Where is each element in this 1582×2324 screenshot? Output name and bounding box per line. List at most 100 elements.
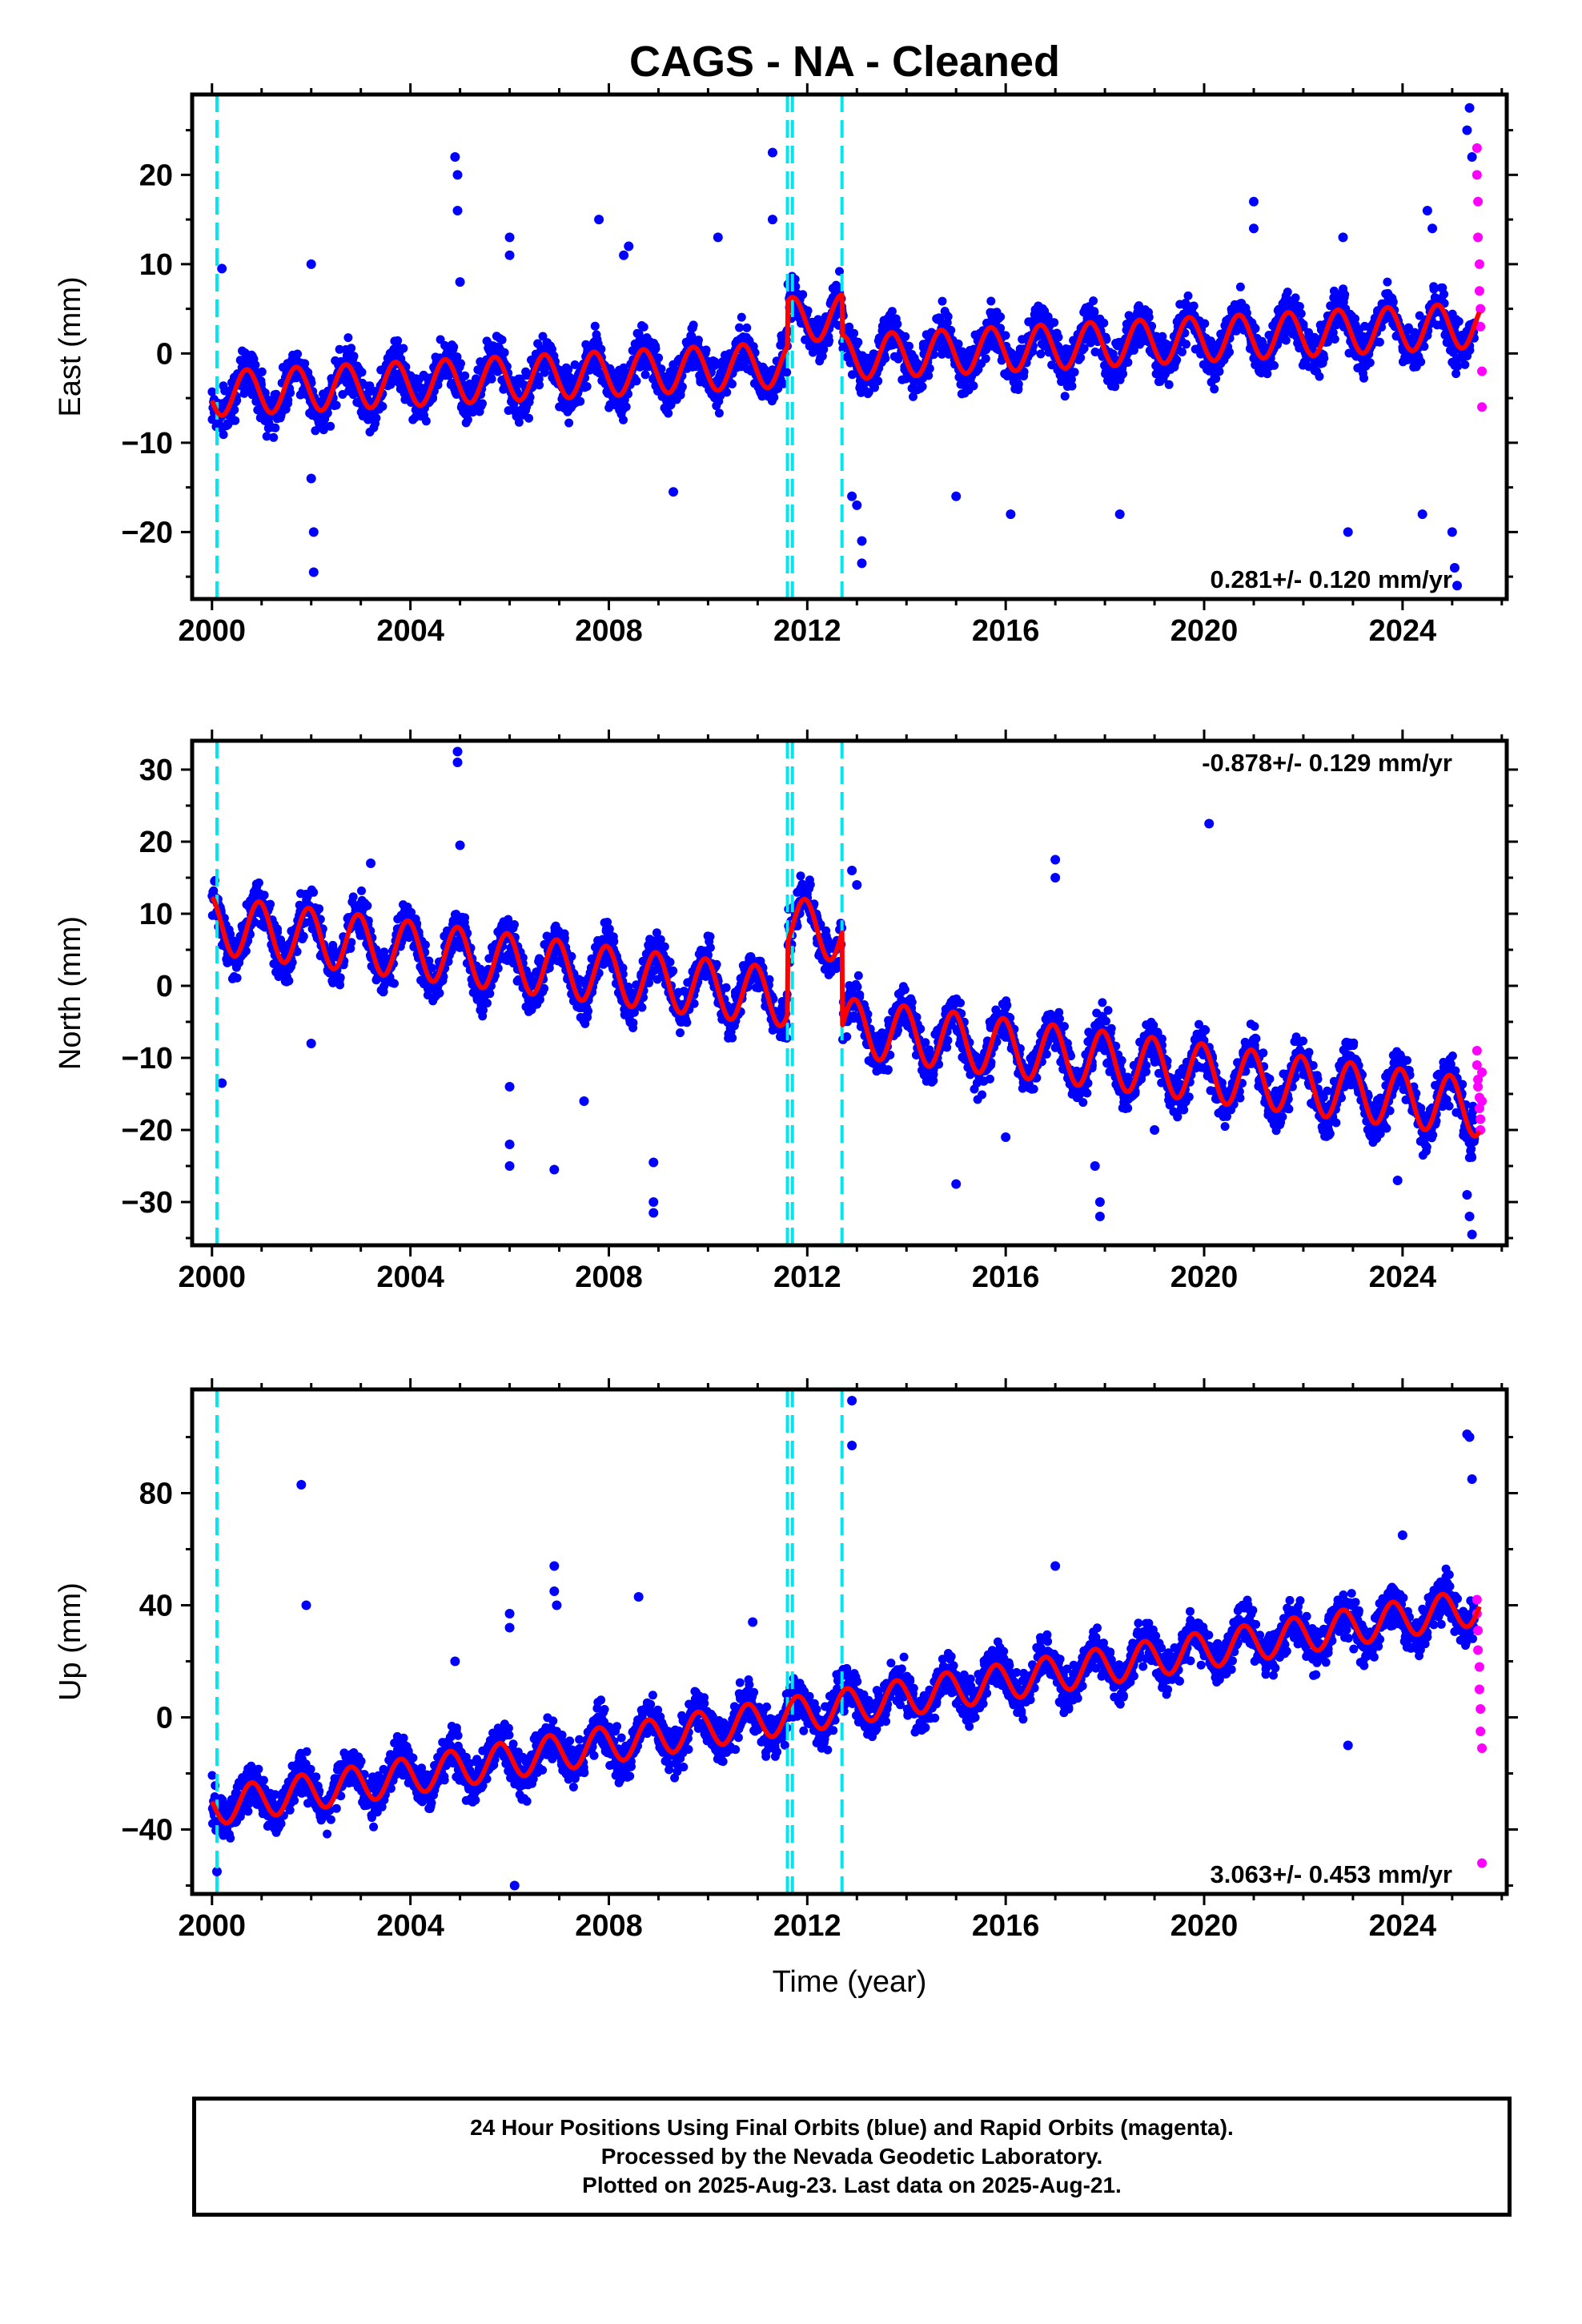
final-orbit-point [548, 344, 556, 354]
final-orbit-point [1129, 345, 1138, 355]
final-orbit-point [1178, 348, 1186, 356]
final-orbit-point [309, 887, 319, 897]
final-orbit-point [514, 417, 524, 427]
final-orbit-point [901, 332, 910, 341]
final-orbit-point [538, 332, 548, 341]
final-orbit-point [259, 891, 269, 900]
outlier-point [767, 215, 777, 225]
final-orbit-point [596, 344, 606, 354]
rapid-orbit-point [1477, 366, 1488, 376]
final-orbit-point [371, 413, 381, 423]
final-orbit-point [689, 320, 698, 330]
final-orbit-point [1416, 357, 1426, 367]
final-orbit-point [887, 307, 897, 316]
outlier-point [1248, 223, 1259, 234]
final-orbit-point [286, 388, 295, 397]
rapid-orbit-point [1472, 170, 1482, 180]
final-orbit-point [500, 348, 509, 357]
final-orbit-point [1110, 382, 1120, 392]
final-orbit-point [621, 402, 631, 412]
rapid-orbit-point [1473, 232, 1484, 243]
outlier-point [1427, 223, 1438, 234]
final-orbit-point [421, 416, 431, 426]
outlier-point [767, 147, 777, 158]
figure-title: CAGS - NA - Cleaned [629, 38, 1060, 86]
final-orbit-point [1359, 373, 1368, 383]
final-orbit-point [1270, 360, 1279, 370]
final-orbit-point [460, 371, 470, 380]
outlier-point [594, 215, 604, 225]
final-orbit-point [835, 267, 844, 276]
final-orbit-point [497, 335, 507, 344]
final-orbit-point [300, 359, 310, 368]
plot-area [207, 94, 1488, 599]
final-orbit-point [1036, 349, 1046, 359]
final-orbit-point [485, 989, 495, 999]
final-orbit-point [608, 368, 617, 377]
final-orbit-point [870, 383, 879, 392]
final-orbit-point [637, 1003, 647, 1012]
final-orbit-point [1388, 297, 1398, 307]
final-orbit-point [701, 345, 711, 355]
final-orbit-point [628, 1023, 638, 1032]
final-orbit-point [1263, 369, 1272, 379]
final-orbit-point [1001, 331, 1010, 340]
final-orbit-point [1251, 324, 1260, 333]
outlier-point [452, 170, 463, 180]
outlier-point [847, 491, 857, 501]
final-orbit-point [660, 942, 669, 951]
final-orbit-point [1079, 344, 1089, 353]
final-orbit-point [524, 413, 533, 423]
final-orbit-point [299, 931, 308, 941]
outlier-point [951, 491, 962, 501]
final-orbit-point [1067, 381, 1077, 391]
final-orbit-point [393, 336, 403, 345]
final-orbit-point [1281, 336, 1291, 345]
outlier-point [1467, 152, 1477, 163]
panels: 2000 2004 2008 2012 2016 2020 2024−20−1001020E… [54, 83, 1518, 1999]
final-orbit-point [986, 296, 996, 306]
final-orbit-point [219, 430, 228, 440]
outlier-point [857, 536, 867, 546]
final-orbit-point [284, 976, 294, 986]
final-orbit-point [1123, 358, 1133, 367]
x-tick-label: 2016 [972, 614, 1040, 648]
final-orbit-point [669, 966, 678, 975]
final-orbit-point [271, 423, 280, 432]
final-orbit-point [463, 415, 472, 424]
final-orbit-point [654, 353, 664, 363]
final-orbit-point [803, 306, 813, 316]
final-orbit-point [269, 432, 279, 442]
final-orbit-point [460, 913, 470, 923]
final-orbit-point [1242, 308, 1251, 318]
x-tick-label: 2004 [376, 614, 444, 648]
final-orbit-point [487, 374, 496, 384]
y-tick-label: 20 [139, 159, 173, 192]
final-orbit-point [535, 995, 544, 1004]
outlier-point [852, 500, 862, 510]
outlier-point [1006, 509, 1016, 520]
final-orbit-point [665, 957, 675, 967]
final-orbit-point [452, 352, 462, 362]
final-orbit-point [1365, 358, 1375, 368]
final-orbit-point [1089, 296, 1098, 306]
rapid-orbit-points [1472, 143, 1488, 412]
final-orbit-point [873, 376, 883, 386]
final-orbit-point [564, 365, 573, 375]
final-orbit-point [946, 325, 956, 335]
rapid-orbit-point [1472, 143, 1482, 153]
outlier-point [1343, 527, 1353, 537]
final-orbit-point [1102, 335, 1111, 344]
final-orbit-point [619, 415, 628, 424]
final-orbit-point [1144, 312, 1154, 322]
final-orbit-point [1315, 372, 1324, 381]
final-orbit-point [1183, 291, 1193, 300]
final-orbit-point [849, 328, 859, 338]
final-orbit-point [769, 392, 779, 402]
final-orbit-point [893, 320, 902, 329]
final-orbit-point [1339, 293, 1349, 302]
outlier-point [504, 250, 515, 260]
final-orbit-point [651, 344, 661, 353]
final-orbit-point [925, 364, 934, 373]
final-orbit-point [604, 924, 614, 934]
